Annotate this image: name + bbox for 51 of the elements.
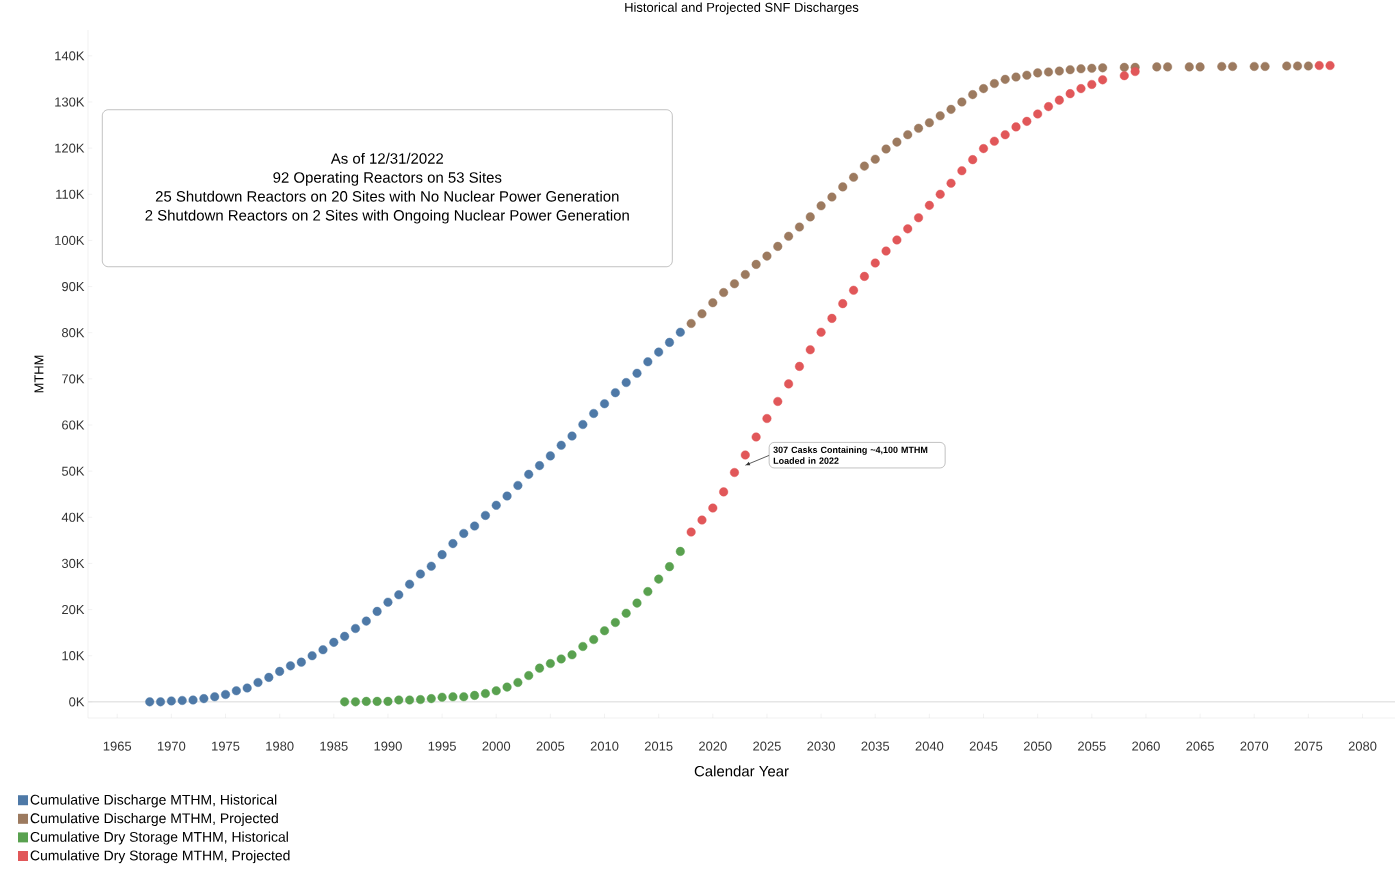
annotation: 307 Casks Containing ~4,100 MTHM Loaded in 2022 — [773, 446, 928, 464]
x-tick-label: 2035 — [861, 741, 890, 751]
x-tick-label: 1980 — [266, 741, 294, 751]
x-tick-label: 2030 — [807, 741, 835, 751]
y-tick-label: 40K — [61, 512, 85, 522]
x-tick-label: 2020 — [699, 741, 727, 751]
annotation: 2 Shutdown Reactors on 2 Sites with Ongoing Nuclear Power Generation — [145, 209, 629, 224]
annotation: 92 Operating Reactors on 53 Sites — [273, 171, 502, 186]
y-tick-label: 70K — [62, 374, 85, 384]
x-tick-label: 1995 — [428, 741, 456, 751]
x-tick-label: 1990 — [374, 741, 402, 751]
y-axis-title: MTHM — [34, 355, 44, 393]
x-tick-label: 1970 — [157, 741, 186, 751]
y-tick-label: 20K — [62, 604, 85, 615]
x-tick-label: 2045 — [969, 741, 998, 751]
y-tick-label: 110K — [56, 189, 85, 199]
x-tick-label: 2025 — [753, 741, 781, 751]
y-tick-label: 100K — [55, 235, 85, 245]
y-tick-label: 0K — [69, 697, 85, 707]
x-tick-label: 2010 — [590, 741, 619, 751]
legend-label: Cumulative Discharge MTHM, Historical — [30, 794, 277, 808]
y-tick-label: 120K — [55, 143, 85, 153]
y-tick-label: 140K — [55, 51, 85, 61]
x-axis-title: Calendar Year — [694, 765, 789, 777]
y-tick-label: 90K — [62, 281, 85, 292]
x-tick-label: 2065 — [1186, 741, 1214, 751]
x-tick-label: 2080 — [1348, 741, 1377, 751]
legend-label: Cumulative Dry Storage MTHM, Historical — [30, 831, 288, 845]
y-tick-label: 50K — [61, 466, 85, 476]
y-tick-label: 60K — [62, 420, 85, 430]
x-tick-label: 2005 — [536, 741, 565, 751]
y-tick-label: 30K — [61, 558, 85, 568]
x-tick-label: 2060 — [1132, 741, 1160, 751]
x-tick-label: 1975 — [212, 741, 240, 751]
x-tick-label: 1965 — [103, 741, 132, 751]
legend-label: Cumulative Discharge MTHM, Projected — [30, 813, 278, 827]
x-tick-label: 2000 — [482, 741, 511, 751]
x-tick-label: 1985 — [320, 741, 348, 751]
x-tick-label: 2055 — [1078, 741, 1106, 751]
x-tick-label: 2050 — [1023, 741, 1052, 751]
x-tick-label: 2040 — [915, 741, 944, 751]
y-tick-label: 130K — [55, 97, 85, 107]
legend-label: Cumulative Dry Storage MTHM, Projected — [30, 850, 290, 864]
chart-title: Historical and Projected SNF Discharges — [625, 2, 859, 15]
x-tick-label: 2015 — [644, 741, 673, 751]
annotation: 25 Shutdown Reactors on 20 Sites with No Nuclear Power Generation — [155, 190, 619, 202]
y-tick-label: 10K — [62, 651, 85, 661]
y-tick-label: 80K — [62, 328, 85, 338]
annotation: As of 12/31/2022 — [330, 152, 444, 164]
x-tick-label: 2075 — [1294, 741, 1323, 751]
x-tick-label: 2070 — [1240, 741, 1269, 751]
